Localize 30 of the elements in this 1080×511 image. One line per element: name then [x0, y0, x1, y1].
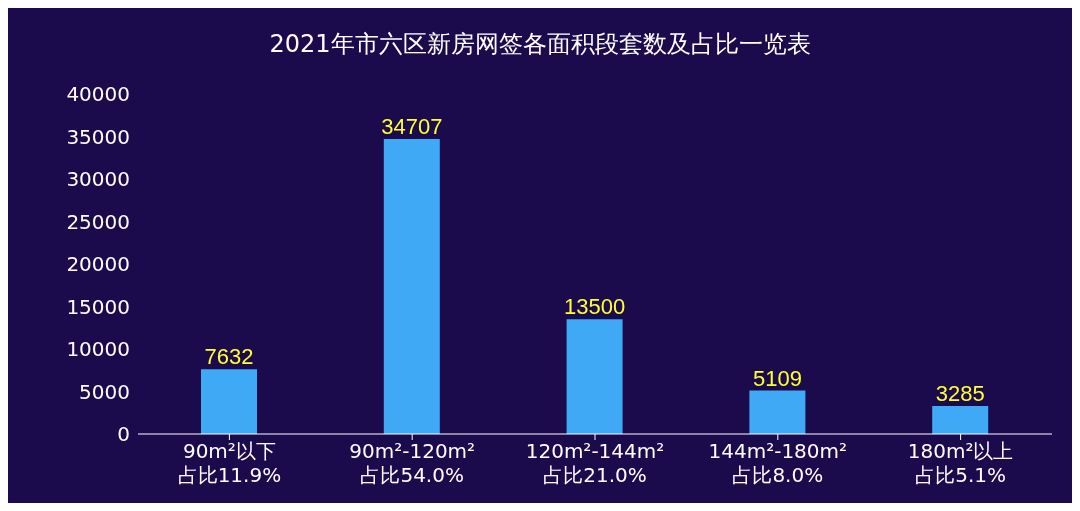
y-tick-label: 25000: [66, 209, 130, 234]
x-tick-label: 90m²-120m²: [349, 439, 476, 463]
y-tick-label: 5000: [79, 379, 130, 404]
x-tick-label: 90m²以下: [182, 439, 276, 463]
y-tick-label: 35000: [66, 124, 130, 149]
bar: [201, 369, 257, 434]
data-label: 13500: [564, 294, 626, 320]
x-tick-label: 180m²以上: [907, 439, 1014, 463]
y-tick-label: 20000: [66, 252, 130, 277]
y-tick-label: 40000: [66, 82, 130, 107]
x-tick-label: 144m²-180m²: [708, 439, 848, 463]
bar: [749, 390, 806, 434]
text: 占比54.0%: [360, 463, 464, 487]
y-tick-label: 30000: [66, 167, 130, 192]
text: 占比5.1%: [915, 463, 1007, 487]
chart-title: 2021年市六区新房网签各面积段套数及占比一览表: [268, 29, 812, 60]
bar: [566, 319, 623, 434]
text: 占比21.0%: [543, 463, 647, 487]
bar: [383, 138, 440, 434]
data-label: 7632: [204, 344, 254, 370]
text: 占比11.9%: [177, 463, 282, 487]
data-label: 34707: [381, 113, 443, 139]
y-tick-label: 10000: [66, 337, 130, 362]
x-tick-label: 120m²-144m²: [525, 439, 665, 463]
y-tick-label: 15000: [66, 294, 130, 319]
data-label: 5109: [752, 365, 802, 391]
data-label: 3285: [935, 381, 985, 407]
bar: [932, 406, 989, 434]
text: 占比8.0%: [732, 463, 824, 487]
y-tick-label: 0: [117, 422, 130, 447]
